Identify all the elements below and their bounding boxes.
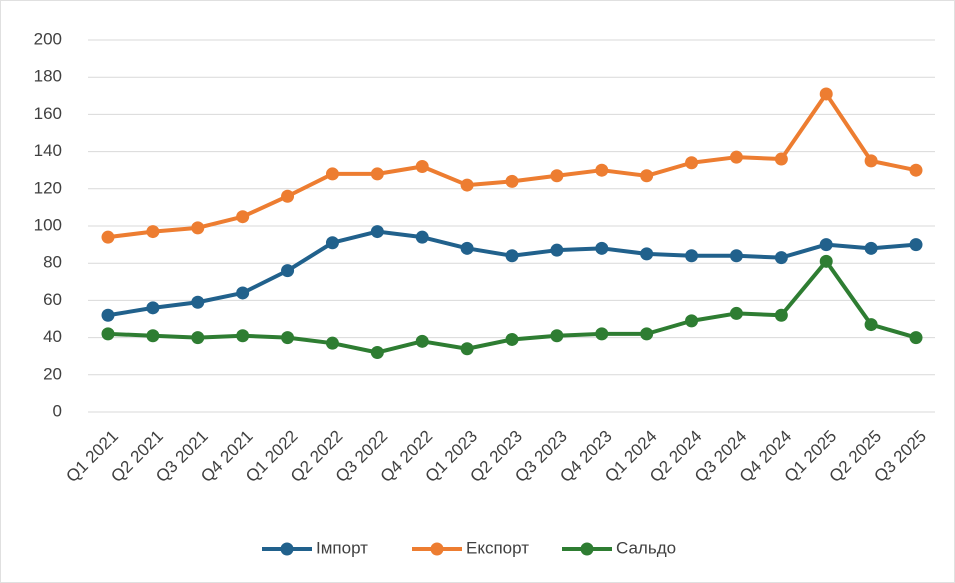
data-point: [865, 318, 878, 331]
data-point: [326, 167, 339, 180]
data-point: [910, 331, 923, 344]
data-point: [371, 225, 384, 238]
y-tick-label: 80: [43, 253, 62, 272]
y-tick-label: 180: [34, 67, 62, 86]
data-point: [550, 169, 563, 182]
data-point: [146, 301, 159, 314]
y-tick-label: 200: [34, 29, 62, 48]
data-point: [550, 244, 563, 257]
y-tick-label: 40: [43, 327, 62, 346]
data-point: [820, 238, 833, 251]
data-point: [730, 307, 743, 320]
data-point: [640, 169, 653, 182]
data-point: [685, 249, 698, 262]
data-point: [146, 225, 159, 238]
data-point: [506, 249, 519, 262]
data-point: [775, 251, 788, 264]
data-point: [506, 175, 519, 188]
y-tick-label: 100: [34, 215, 62, 234]
data-point: [820, 255, 833, 268]
data-point: [595, 327, 608, 340]
y-tick-label: 120: [34, 178, 62, 197]
data-point: [461, 342, 474, 355]
data-point: [685, 314, 698, 327]
data-point: [685, 156, 698, 169]
data-point: [102, 327, 115, 340]
data-point: [775, 153, 788, 166]
data-point: [461, 179, 474, 192]
data-point: [191, 221, 204, 234]
data-point: [640, 327, 653, 340]
data-point: [595, 242, 608, 255]
chart-frame: [1, 1, 955, 583]
data-point: [191, 331, 204, 344]
data-point: [416, 335, 429, 348]
y-tick-label: 60: [43, 290, 62, 309]
data-point: [865, 154, 878, 167]
data-point: [550, 329, 563, 342]
legend-marker: [581, 543, 594, 556]
data-point: [102, 309, 115, 322]
legend-marker: [281, 543, 294, 556]
data-point: [730, 249, 743, 262]
data-point: [416, 231, 429, 244]
data-point: [730, 151, 743, 164]
data-point: [416, 160, 429, 173]
data-point: [281, 331, 294, 344]
data-point: [326, 337, 339, 350]
data-point: [910, 238, 923, 251]
data-point: [102, 231, 115, 244]
data-point: [236, 329, 249, 342]
data-point: [371, 167, 384, 180]
data-point: [595, 164, 608, 177]
data-point: [371, 346, 384, 359]
y-tick-label: 20: [43, 364, 62, 383]
data-point: [191, 296, 204, 309]
data-point: [640, 247, 653, 260]
y-tick-label: 140: [34, 141, 62, 160]
legend-label: Імпорт: [316, 538, 368, 557]
data-point: [281, 190, 294, 203]
data-point: [506, 333, 519, 346]
legend-label: Експорт: [466, 538, 529, 557]
data-point: [236, 286, 249, 299]
data-point: [236, 210, 249, 223]
data-point: [146, 329, 159, 342]
chart: 020406080100120140160180200Q1 2021Q2 202…: [0, 0, 955, 583]
data-point: [775, 309, 788, 322]
data-point: [865, 242, 878, 255]
data-point: [281, 264, 294, 277]
legend-label: Сальдо: [616, 538, 676, 557]
y-tick-label: 0: [53, 401, 62, 420]
data-point: [461, 242, 474, 255]
data-point: [326, 236, 339, 249]
data-point: [910, 164, 923, 177]
legend-marker: [431, 543, 444, 556]
y-tick-label: 160: [34, 104, 62, 123]
data-point: [820, 87, 833, 100]
